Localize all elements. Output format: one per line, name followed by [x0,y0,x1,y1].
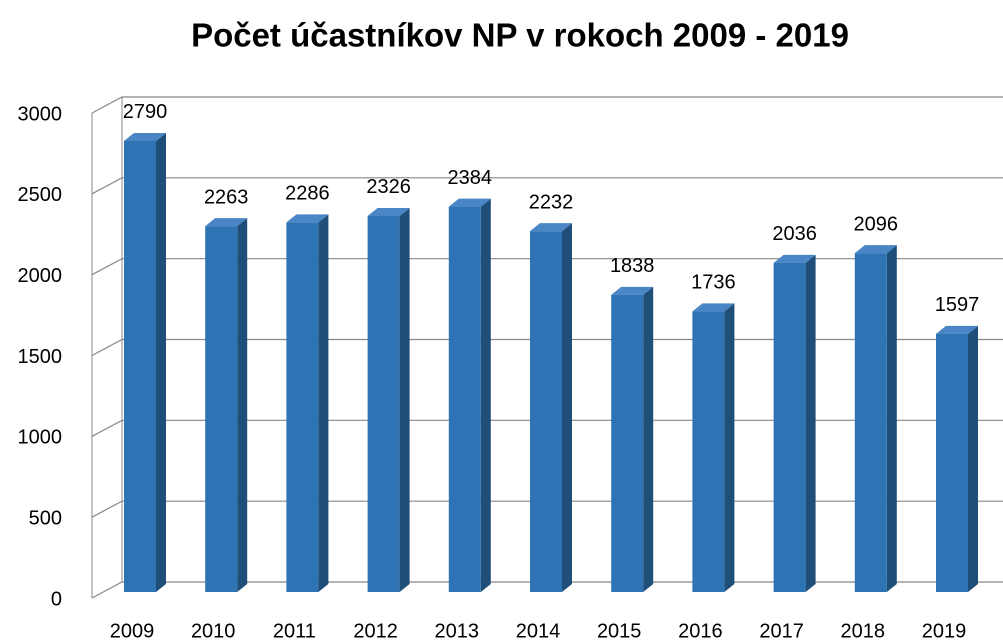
data-label: 2790 [123,101,168,123]
y-tick-label: 3000 [18,103,63,125]
bar-top [611,286,654,295]
bar [692,311,725,592]
x-tick-label: 2019 [922,620,967,642]
data-label: 1736 [691,272,736,294]
bar-side [237,218,248,593]
x-tick-label: 2012 [353,620,398,642]
data-label: 2286 [285,183,330,205]
bar-side [805,254,816,592]
bar-top [936,325,978,334]
bar-top [854,245,897,254]
data-label: 2036 [772,223,817,245]
data-label: 2232 [529,191,574,213]
bar [854,253,887,592]
x-tick-label: 2018 [841,620,886,642]
data-label: 1597 [935,294,980,316]
bar-top [530,223,572,232]
bar-side [643,286,654,592]
data-label: 1838 [610,255,655,277]
bar [367,215,400,593]
grid-line [91,177,1003,195]
bar-side [156,132,166,592]
y-tick-label: 500 [29,507,62,529]
bar-top [448,198,491,207]
bar-top [367,207,410,216]
grid-line [91,258,1003,276]
data-label: 2384 [448,167,493,189]
bar [205,226,238,593]
grid-line [91,96,1003,114]
bar-side [562,223,572,592]
data-label: 2263 [204,186,249,208]
bar [611,294,644,592]
bar-top [205,218,248,227]
bar-side [318,214,329,592]
y-tick-label: 0 [51,588,62,610]
bar [530,231,562,592]
bar [448,206,481,592]
bar [286,222,319,592]
bar-top [773,254,816,263]
x-tick-label: 2014 [516,620,561,642]
bar [773,262,806,592]
x-tick-label: 2013 [435,620,480,642]
bar-side [886,245,897,592]
y-tick-label: 2500 [18,184,63,206]
bar-top [286,214,329,223]
bar-top [124,132,166,141]
bar-side [399,207,410,593]
y-tick-label: 2000 [18,265,63,287]
x-tick-label: 2011 [273,620,316,642]
bar-side [480,198,491,592]
x-tick-label: 2010 [191,620,236,642]
bar-side [968,325,978,592]
y-tick-label: 1500 [18,346,63,368]
x-tick-label: 2016 [678,620,723,642]
x-tick-label: 2017 [759,620,804,642]
chart-title: Počet účastníkov NP v rokoch 2009 - 2019 [191,17,849,54]
bar [124,140,156,592]
data-label: 2096 [854,213,899,235]
bar-side [724,303,735,592]
data-label: 2326 [366,176,411,198]
bar-top [692,303,735,312]
y-tick-label: 1000 [18,427,63,449]
bar [936,333,968,592]
x-tick-label: 2015 [597,620,642,642]
x-tick-label: 2009 [110,620,155,642]
